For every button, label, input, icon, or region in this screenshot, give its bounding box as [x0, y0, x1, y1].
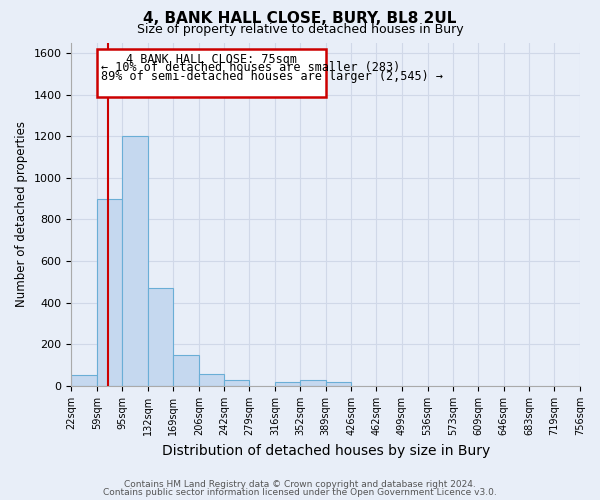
- Bar: [326, 382, 352, 386]
- Bar: [97, 198, 122, 386]
- X-axis label: Distribution of detached houses by size in Bury: Distribution of detached houses by size …: [161, 444, 490, 458]
- Bar: [71, 374, 97, 386]
- Text: Size of property relative to detached houses in Bury: Size of property relative to detached ho…: [137, 22, 463, 36]
- Bar: [275, 382, 300, 386]
- Text: 4 BANK HALL CLOSE: 75sqm: 4 BANK HALL CLOSE: 75sqm: [126, 53, 297, 66]
- Bar: [122, 136, 148, 386]
- Text: 4, BANK HALL CLOSE, BURY, BL8 2UL: 4, BANK HALL CLOSE, BURY, BL8 2UL: [143, 11, 457, 26]
- Text: 89% of semi-detached houses are larger (2,545) →: 89% of semi-detached houses are larger (…: [101, 70, 443, 82]
- Bar: [199, 374, 224, 386]
- Bar: [173, 355, 199, 386]
- FancyBboxPatch shape: [97, 48, 326, 96]
- Bar: [300, 380, 326, 386]
- Text: ← 10% of detached houses are smaller (283): ← 10% of detached houses are smaller (28…: [101, 61, 400, 74]
- Bar: [224, 380, 250, 386]
- Text: Contains public sector information licensed under the Open Government Licence v3: Contains public sector information licen…: [103, 488, 497, 497]
- Y-axis label: Number of detached properties: Number of detached properties: [15, 122, 28, 308]
- Text: Contains HM Land Registry data © Crown copyright and database right 2024.: Contains HM Land Registry data © Crown c…: [124, 480, 476, 489]
- Bar: [148, 288, 173, 386]
